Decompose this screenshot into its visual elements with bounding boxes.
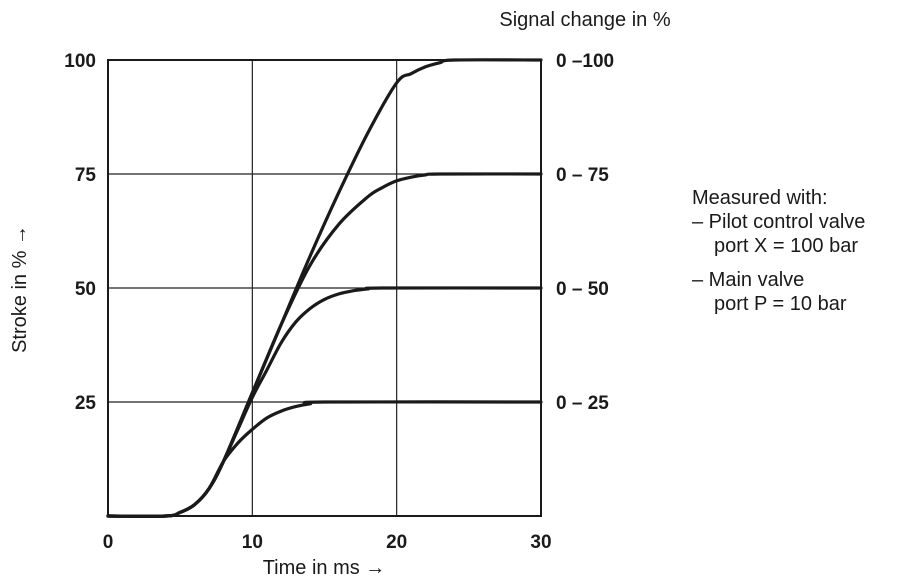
series-label-1: 0 –100 bbox=[556, 51, 614, 72]
series-line-4 bbox=[106, 400, 543, 518]
note-item-main-detail: port P = 10 bar bbox=[714, 293, 847, 315]
note-heading: Measured with: bbox=[692, 187, 828, 209]
x-axis-label: Time in ms → bbox=[263, 557, 386, 579]
series-lines bbox=[106, 58, 543, 518]
measurement-note: Measured with: – Pilot control valve por… bbox=[692, 186, 865, 316]
y-tick-label-25: 25 bbox=[75, 393, 97, 414]
series-label-3: 0 – 50 bbox=[556, 279, 609, 300]
x-tick-label-30: 30 bbox=[530, 532, 551, 553]
note-item-main: – Main valve bbox=[692, 269, 805, 291]
series-labels: 0 –100 0 – 75 0 – 50 0 – 25 bbox=[556, 51, 614, 414]
note-item-pilot: – Pilot control valve bbox=[692, 211, 866, 233]
right-axis-label: Signal change in % bbox=[499, 9, 670, 31]
x-tick-label-0: 0 bbox=[103, 532, 114, 553]
y-tick-label-75: 75 bbox=[75, 165, 97, 186]
x-tick-label-20: 20 bbox=[386, 532, 407, 553]
y-tick-label-100: 100 bbox=[64, 51, 96, 72]
series-label-4: 0 – 25 bbox=[556, 393, 609, 414]
x-tick-label-10: 10 bbox=[242, 532, 263, 553]
tick-labels: 0 10 20 30 25 50 75 100 bbox=[64, 51, 551, 553]
note-item-pilot-detail: port X = 100 bar bbox=[714, 235, 858, 257]
y-tick-label-50: 50 bbox=[75, 279, 96, 300]
series-label-2: 0 – 75 bbox=[556, 165, 609, 186]
y-axis-label: Stroke in % → bbox=[9, 225, 31, 353]
